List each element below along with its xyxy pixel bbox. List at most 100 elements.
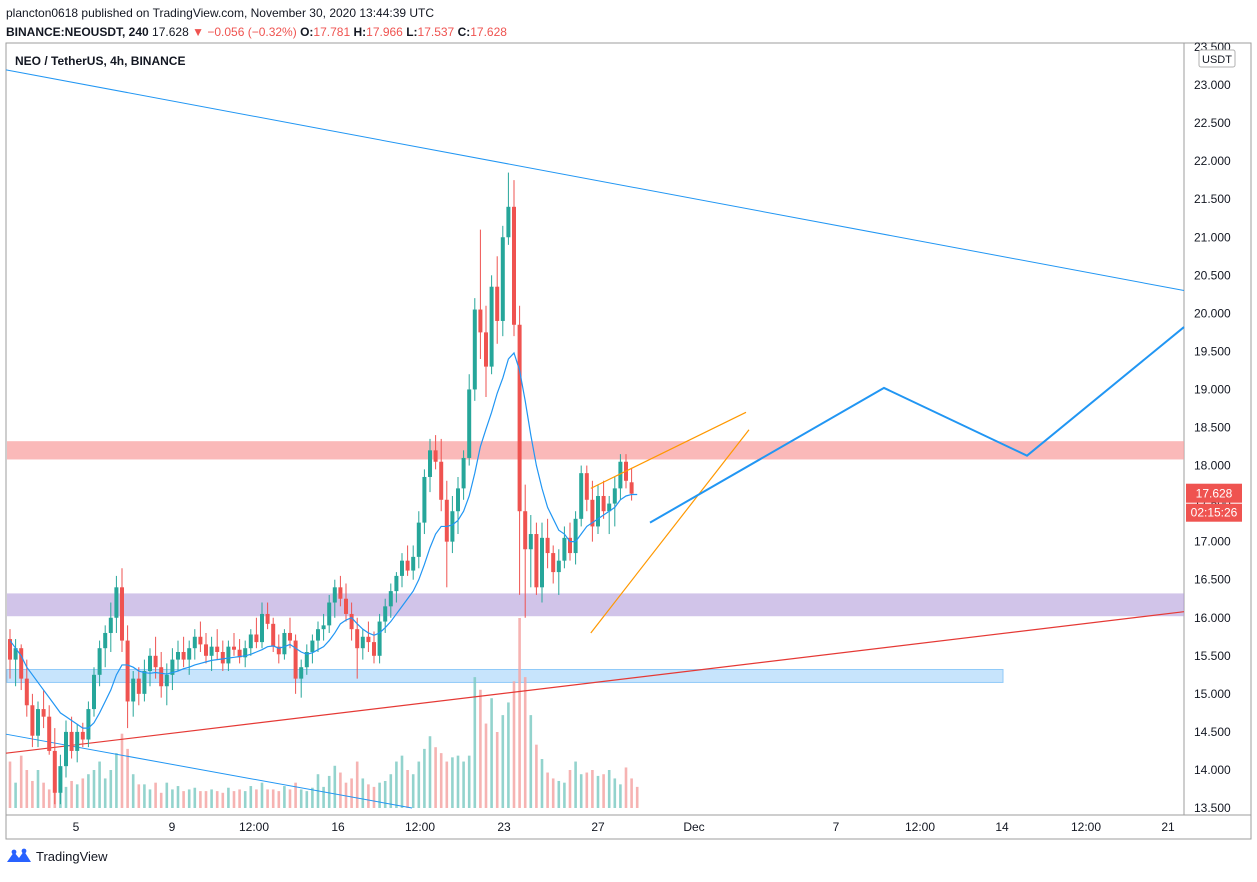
countdown-label: 02:15:26: [1191, 506, 1238, 520]
candle-body: [517, 324, 522, 512]
red-support-trendline[interactable]: [5, 611, 1185, 754]
time-tick-label: Dec: [683, 820, 704, 834]
volume-bar: [523, 677, 527, 808]
candle-body: [13, 648, 18, 660]
upper-trendline[interactable]: [5, 69, 1185, 292]
price-tick-label: 21.000: [1194, 230, 1231, 244]
volume-bar: [591, 770, 594, 808]
candle-body: [136, 678, 141, 694]
volume-bar: [344, 782, 348, 808]
candle-body: [551, 553, 556, 573]
candle-body: [47, 716, 52, 751]
volume-bar: [367, 784, 370, 808]
volume-bar: [411, 774, 415, 808]
volume-bar: [350, 778, 353, 808]
last-price-label: 17.628: [1196, 487, 1233, 501]
candle-body: [271, 623, 276, 647]
volume-bar: [327, 775, 331, 808]
volume-bar: [255, 789, 258, 808]
wedge-lower-line[interactable]: [590, 429, 750, 634]
candle-body: [226, 646, 231, 664]
currency-button[interactable]: [1198, 49, 1236, 68]
candle-body: [321, 625, 326, 630]
symbol-label: BINANCE:NEOUSDT, 240: [6, 25, 149, 39]
volume-bar: [109, 770, 113, 808]
candle-body: [8, 639, 12, 660]
volume-bar: [389, 774, 393, 808]
volume-bar: [266, 789, 269, 808]
candle-body: [618, 461, 623, 489]
candle-body: [383, 606, 388, 622]
volume-bar: [210, 789, 213, 808]
candle-body: [601, 495, 606, 512]
low-label: L:: [406, 25, 418, 39]
candle-body: [439, 461, 444, 500]
candle-body: [545, 537, 550, 554]
candle-body: [590, 499, 595, 527]
candle-body: [349, 613, 354, 630]
volume-bar: [579, 774, 583, 808]
candle-body: [523, 511, 528, 550]
volume-bar: [417, 761, 421, 808]
volume-bar: [406, 770, 409, 808]
volume-bar: [126, 748, 129, 808]
publish-info: plancton0618 published on TradingView.co…: [6, 6, 435, 20]
candle-body: [64, 731, 68, 767]
candle-body: [159, 667, 164, 687]
candle-body: [472, 309, 477, 390]
chart-frame: [5, 42, 1252, 840]
price-tick-label: 14.500: [1194, 725, 1231, 739]
candle-body: [405, 560, 410, 571]
candle-body: [265, 613, 270, 624]
candle-body: [36, 709, 40, 736]
candle-body: [243, 648, 248, 658]
candle-body: [237, 649, 242, 658]
candle-body: [500, 237, 505, 321]
candle-body: [204, 644, 208, 656]
candle-body: [394, 575, 399, 592]
price-tick-label: 13.500: [1194, 801, 1231, 815]
candle-body: [293, 640, 298, 679]
support-zone: [7, 593, 1184, 617]
time-tick-label: 21: [1161, 820, 1175, 834]
volume-bar: [277, 791, 281, 808]
volume-bar: [143, 784, 146, 808]
footer-brand[interactable]: TradingView: [6, 848, 108, 864]
candle-body: [260, 613, 264, 643]
lower-descending-trendline[interactable]: [5, 733, 413, 809]
price-tick-label: 21.500: [1194, 192, 1231, 206]
candle-body: [304, 651, 309, 668]
price-tick-label: 22.500: [1194, 116, 1231, 130]
volume-bar: [31, 780, 34, 808]
price-tick-label: 18.500: [1194, 421, 1231, 435]
tradingview-logo-icon: [7, 848, 31, 862]
volume-bar: [87, 774, 90, 808]
candle-body: [478, 309, 483, 333]
volume-bar: [19, 755, 23, 808]
candle-body: [327, 602, 332, 626]
candle-body: [596, 495, 600, 527]
volume-bar: [159, 792, 163, 808]
candle-body: [332, 587, 337, 603]
resistance-zone: [7, 441, 1184, 460]
candle-body: [360, 636, 365, 649]
candle-body: [120, 587, 124, 641]
candle-body: [344, 598, 348, 614]
volume-bar: [451, 757, 454, 808]
volume-bar: [439, 753, 443, 808]
projection-path[interactable]: [649, 326, 1185, 524]
volume-bar: [445, 761, 449, 808]
volume-bar: [187, 789, 191, 808]
candle-body: [556, 560, 561, 573]
candle-body: [484, 332, 488, 367]
volume-bar: [92, 770, 96, 808]
candle-body: [282, 632, 287, 655]
wedge-upper-line[interactable]: [590, 411, 747, 489]
candle-body: [232, 646, 236, 650]
candle-body: [19, 648, 24, 679]
last-price-box: [1186, 483, 1242, 503]
volume-bar: [299, 789, 303, 808]
low-value: 17.537: [417, 25, 455, 39]
